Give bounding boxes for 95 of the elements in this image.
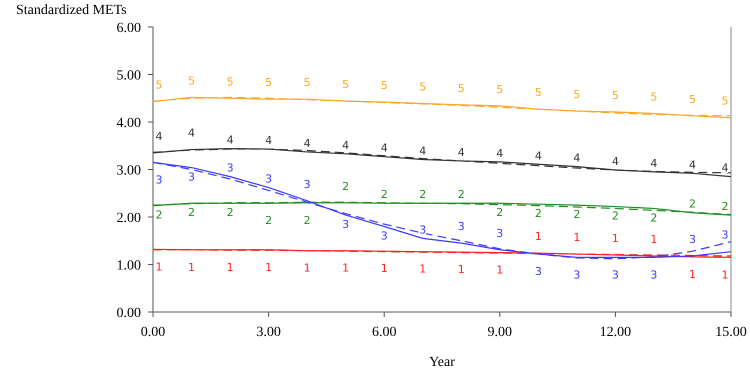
text: 1 — [156, 260, 162, 274]
text: 4 — [612, 154, 619, 168]
text: 3 — [156, 173, 162, 186]
text: 5 — [188, 74, 196, 88]
text: 1 — [419, 262, 426, 276]
text: 5 — [722, 94, 728, 108]
text: 3 — [304, 178, 311, 191]
x-tick-label: 3.00 — [256, 325, 281, 340]
text: 5 — [380, 79, 388, 92]
text: 3 — [342, 218, 350, 232]
text: 2 — [265, 214, 272, 228]
x-tick-label: 9.00 — [488, 325, 512, 340]
text: 4 — [188, 126, 196, 140]
text: 4 — [496, 146, 504, 160]
text: 4 — [380, 142, 388, 155]
text: 2 — [496, 206, 504, 220]
text: 2 — [573, 208, 580, 222]
text: 1 — [226, 260, 234, 274]
text: 4 — [342, 138, 350, 152]
text: 3 — [188, 170, 196, 184]
text: 4 — [265, 134, 272, 148]
text: 3 — [573, 268, 580, 282]
text: 5 — [496, 82, 504, 96]
text: 3 — [265, 172, 272, 186]
text: 3 — [496, 226, 504, 240]
text: 1 — [612, 232, 619, 245]
text: 1 — [688, 268, 696, 281]
y-axis-title: Standardized METs — [16, 3, 127, 18]
text: 2 — [156, 208, 162, 222]
text: 2 — [688, 198, 696, 211]
text: 5 — [458, 82, 465, 95]
y-tick-label: 3.00 — [116, 164, 141, 178]
text: 2 — [458, 188, 465, 202]
text: 2 — [650, 211, 658, 224]
text: 3 — [226, 162, 234, 175]
text: 5 — [226, 75, 234, 88]
x-tick-label: 15.00 — [715, 325, 747, 340]
text: 5 — [534, 86, 542, 100]
text: 1 — [458, 263, 465, 276]
text: 1 — [342, 262, 350, 275]
text: 3 — [458, 220, 465, 234]
text: 5 — [419, 80, 426, 94]
text: 2 — [380, 188, 388, 202]
text: 3 — [534, 265, 542, 278]
text: 2 — [534, 207, 542, 220]
series-label: 3 — [419, 223, 426, 236]
x-tick-label: 0.00 — [140, 325, 166, 340]
y-tick-label: 5.00 — [116, 68, 141, 84]
text: 4 — [458, 146, 465, 159]
text: 4 — [534, 149, 542, 162]
text: 2 — [188, 206, 196, 220]
text: 1 — [304, 262, 311, 275]
series-label: 5 — [156, 78, 162, 92]
text: 4 — [573, 152, 580, 165]
series-label: 2 — [722, 200, 728, 214]
series-label: 1 — [573, 231, 580, 244]
text: 5 — [573, 88, 580, 102]
series-label: 4 — [722, 162, 728, 175]
text: 5 — [265, 76, 272, 90]
text: 4 — [304, 136, 311, 150]
text: 5 — [612, 89, 619, 102]
y-tick-label: 1.00 — [116, 258, 141, 274]
text: 5 — [342, 78, 350, 92]
text: 2 — [612, 210, 619, 223]
y-tick-label: 0.00 — [116, 306, 141, 321]
text: 3 — [650, 268, 658, 282]
text: 3 — [688, 232, 696, 246]
text: 4 — [650, 156, 658, 170]
text: 1 — [188, 260, 196, 274]
text: 4 — [419, 144, 426, 158]
text: 1 — [380, 262, 388, 276]
text: 3 — [380, 230, 388, 242]
text: 1 — [265, 260, 272, 274]
text: 5 — [688, 92, 696, 106]
text: 4 — [156, 130, 162, 143]
text: 2 — [304, 214, 311, 227]
x-tick-label: 6.00 — [372, 325, 396, 340]
y-tick-label: 6.00 — [116, 21, 141, 36]
text: 1 — [650, 232, 658, 246]
y-tick-label: 4.00 — [116, 116, 141, 131]
text: 4 — [688, 158, 696, 172]
text: 2 — [342, 180, 350, 193]
text: 5 — [650, 90, 658, 104]
x-tick-label: 12.00 — [600, 325, 632, 340]
text: 1 — [534, 230, 542, 244]
text: 1 — [722, 268, 728, 282]
text: 2 — [419, 188, 426, 202]
x-axis-title: Year — [429, 355, 456, 370]
text: 1 — [496, 264, 504, 277]
text: 3 — [722, 228, 728, 242]
text: 5 — [304, 76, 311, 90]
text: 3 — [612, 268, 619, 282]
text: 4 — [226, 134, 234, 147]
y-tick-label: 2.00 — [116, 211, 141, 226]
text: 2 — [226, 206, 234, 220]
